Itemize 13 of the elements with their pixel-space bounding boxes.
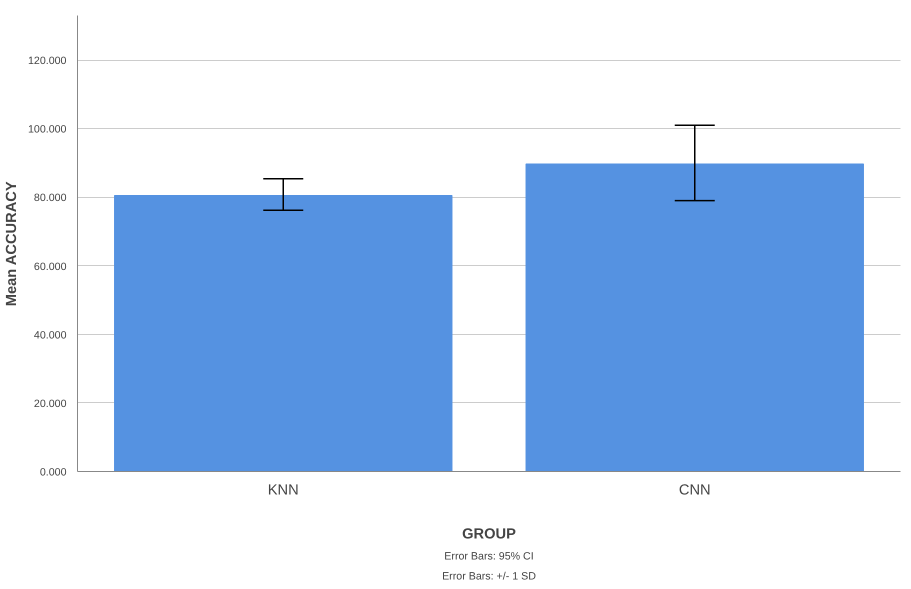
y-tick-label: 100.000 [28, 124, 67, 136]
x-tick-label: KNN [268, 482, 299, 498]
x-axis-title: GROUP [462, 526, 516, 542]
y-tick-label: 20.000 [34, 398, 67, 410]
y-tick-label: 120.000 [28, 55, 67, 68]
text: Error Bars: 95% CI [444, 550, 534, 562]
y-tick-label: 80.000 [34, 192, 67, 204]
x-tick-label: CNN [678, 482, 711, 498]
y-tick-label: 60.000 [34, 260, 67, 273]
y-tick-label: 0.000 [40, 466, 67, 478]
y-axis-title: Mean ACCURACY [4, 181, 20, 306]
y-tick-label: 40.000 [34, 329, 67, 342]
text: Error Bars: +/- 1 SD [442, 570, 536, 582]
